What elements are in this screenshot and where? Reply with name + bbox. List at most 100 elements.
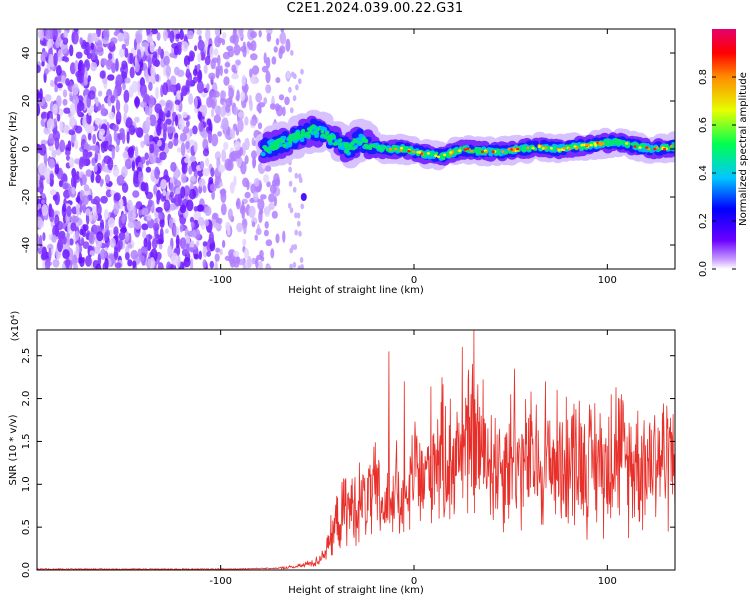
noise-speck — [199, 160, 205, 170]
signal-blob — [324, 131, 329, 136]
noise-speck — [79, 157, 87, 167]
signal-core — [412, 150, 416, 154]
noise-speck — [115, 58, 119, 72]
noise-speck — [76, 204, 80, 217]
noise-speck — [189, 155, 196, 162]
noise-speck — [242, 238, 247, 247]
signal-blob — [462, 145, 467, 149]
signal-core — [567, 147, 572, 150]
noise-speck — [244, 191, 251, 199]
noise-speck — [140, 156, 146, 165]
noise-speck — [144, 152, 149, 160]
noise-speck — [107, 217, 115, 228]
signal-core — [575, 146, 579, 150]
noise-speck — [75, 51, 83, 59]
noise-speck — [173, 45, 179, 56]
noise-speck — [100, 219, 104, 229]
noise-speck — [186, 30, 194, 40]
noise-speck — [81, 174, 87, 186]
noise-speck — [46, 178, 51, 184]
noise-speck — [56, 95, 62, 108]
signal-core — [463, 148, 467, 151]
noise-speck — [221, 117, 229, 131]
noise-speck — [98, 131, 104, 140]
spectrogram-y-tick-label: 0 — [21, 146, 32, 152]
noise-speck — [134, 96, 141, 108]
noise-speck — [79, 228, 84, 236]
noise-speck — [250, 77, 257, 84]
signal-blob — [288, 138, 293, 142]
noise-speck — [100, 248, 107, 260]
snr-y-tick-label: 2.5 — [21, 348, 32, 364]
noise-speck — [75, 242, 80, 256]
noise-speck — [68, 129, 76, 136]
noise-speck — [220, 90, 227, 99]
noise-speck — [69, 44, 74, 57]
noise-speck — [233, 140, 241, 151]
signal-core — [531, 146, 535, 150]
noise-speck — [263, 229, 269, 237]
noise-speck — [180, 142, 186, 156]
noise-speck — [153, 184, 158, 195]
noise-speck — [86, 52, 92, 60]
noise-speck — [205, 29, 211, 41]
noise-speck — [205, 157, 210, 167]
noise-speck — [240, 91, 246, 102]
noise-speck — [248, 94, 252, 106]
noise-speck — [119, 227, 128, 234]
noise-speck — [257, 122, 263, 130]
noise-speck — [220, 203, 227, 216]
noise-speck — [180, 186, 186, 199]
noise-speck — [160, 138, 166, 151]
noise-speck — [171, 252, 179, 266]
snr-x-tick-label: 100 — [598, 576, 617, 587]
noise-speck — [289, 263, 293, 269]
signal-blob — [617, 139, 621, 143]
noise-speck — [198, 178, 206, 188]
noise-speck — [222, 239, 226, 248]
noise-speck — [164, 228, 169, 234]
noise-speck — [265, 239, 273, 247]
noise-speck — [254, 234, 258, 241]
noise-speck — [47, 243, 54, 250]
noise-speck — [263, 174, 270, 183]
noise-speck — [143, 139, 150, 145]
noise-speck — [112, 165, 120, 177]
noise-speck — [131, 160, 136, 172]
noise-speck — [142, 230, 147, 239]
noise-speck — [41, 199, 46, 205]
signal-blob — [362, 136, 366, 141]
noise-speck — [290, 107, 294, 114]
noise-speck — [132, 260, 137, 269]
noise-speck — [40, 139, 48, 146]
noise-speck — [263, 97, 268, 105]
noise-speck — [227, 208, 233, 221]
signal-blob — [366, 144, 371, 149]
noise-speck — [190, 160, 198, 172]
colorbar-tick-label: 0.8 — [698, 69, 709, 85]
noise-speck — [85, 208, 91, 216]
noise-speck — [68, 157, 75, 168]
noise-speck — [227, 48, 234, 58]
signal-core — [633, 145, 637, 148]
noise-speck — [166, 261, 172, 269]
colorbar-tick-label: 0.2 — [698, 213, 709, 229]
noise-speck — [168, 203, 177, 211]
noise-speck — [173, 29, 179, 34]
colorbar-tick-label: 0.4 — [698, 165, 709, 181]
noise-speck — [127, 259, 133, 267]
noise-speck — [255, 257, 259, 269]
noise-speck — [279, 31, 287, 45]
noise-speck — [264, 165, 272, 172]
noise-speck — [176, 147, 182, 153]
signal-core — [580, 143, 584, 147]
noise-speck — [96, 203, 102, 216]
noise-speck — [40, 193, 46, 200]
snr-y-tick-label: 2.0 — [21, 391, 32, 407]
signal-blob — [345, 148, 350, 153]
noise-speck — [179, 132, 187, 142]
noise-speck — [95, 97, 99, 107]
noise-speck — [53, 52, 58, 66]
noise-speck — [286, 71, 291, 80]
noise-speck — [94, 144, 99, 155]
